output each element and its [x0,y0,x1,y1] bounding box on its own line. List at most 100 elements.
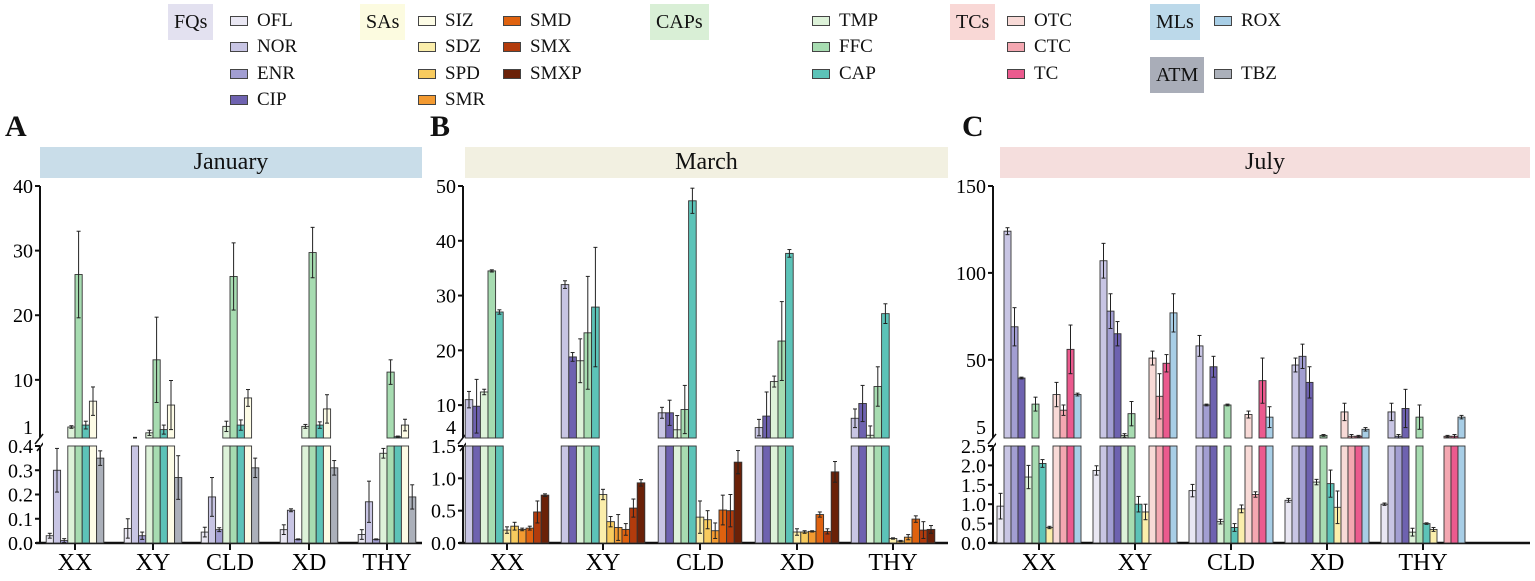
bar-nor-thy [850,445,860,544]
legend-item-nor: NOR [230,36,297,58]
legend-swatch [812,42,830,52]
legend-group-tcs: TCs [950,4,996,40]
bar-rox-xx [1073,445,1082,544]
bar-rox-xy [1169,445,1178,544]
bar-tc-cld [1258,445,1267,544]
y-tick-label: 20 [436,340,456,362]
legend-swatch [230,69,248,79]
bar-upper-tmp-xd [769,381,779,439]
bar-upper-nor-xd [1291,364,1300,439]
legend-label: SDZ [445,36,481,57]
y-tick-label: 2.0 [961,455,986,477]
legend-label: ENR [257,63,295,84]
bar-ffc-thy [1415,445,1424,544]
bar-tc-xd [1354,445,1363,544]
bar-ffc-xy [152,445,161,544]
bar-ffc-cld [1223,445,1232,544]
x-tick-label: XY [1118,550,1153,576]
bar-upper-tmp-xx [479,391,489,439]
bar-ffc-xy [583,445,593,544]
legend-label: CAP [839,63,876,84]
bar-upper-nor-xy [1099,260,1108,439]
y-tick-label: 1.5 [961,475,986,497]
panel-title: July [1000,147,1530,178]
bar-cap-thy [1422,523,1431,544]
legend-label: CIP [257,89,287,110]
bar-ctc-xd [1347,445,1356,544]
bar-nor-xy [130,445,140,544]
legend-swatch [1214,16,1232,26]
y-tick-label: 1 [23,417,33,439]
bar-siz-xy [166,445,176,544]
legend-swatch [230,95,248,105]
x-tick-label: THY [1398,550,1447,576]
bar-rox-cld [1265,445,1274,544]
bar-tmp-xd [301,445,310,544]
legend-item-enr: ENR [230,63,295,85]
bar-upper-cip-xx [1017,377,1026,439]
bar-cap-xx [81,445,90,544]
legend-item-cip: CIP [230,89,287,111]
bar-enr-xx [1010,445,1019,544]
bar-cap-xx [1038,463,1047,544]
bar-otc-xx [1052,445,1061,544]
x-tick-label: CLD [206,550,254,576]
y-tick-label: 5 [976,417,986,439]
bar-siz-thy [400,445,410,544]
x-tick-label: THY [868,550,917,576]
bar-cip-cld [665,445,674,544]
bar-upper-ffc-xd [308,252,317,439]
bar-cip-xx [1017,445,1026,544]
bar-cap-cld [236,445,245,544]
legend-group-fqs: FQs [168,4,214,40]
legend-label: SMX [530,36,572,57]
legend-swatch [1007,16,1025,26]
bar-sdz-xy [598,494,608,544]
legend-item-tmp: TMP [812,10,878,32]
legend-label: SPD [445,63,480,84]
bar-nor-thy [1387,445,1396,544]
bar-tmp-cld [672,445,682,544]
legend-item-ofl: OFL [230,10,293,32]
bar-nor-cld [1195,445,1204,544]
y-tick-label: 1.0 [961,494,986,516]
bar-smr-xd [807,530,817,544]
y-tick-label: 0.0 [961,533,986,555]
bar-siz-xd [322,445,332,544]
y-tick-label: 0.5 [961,514,986,536]
legend-swatch [418,69,436,79]
bar-cap-xx [495,445,504,544]
bar-tmp-xd [769,445,779,544]
y-tick-label: 1.0 [431,468,456,490]
legend-label: NOR [257,36,298,57]
legend-item-smr: SMR [418,89,485,111]
bar-upper-tc-xy [1162,362,1171,439]
bar-cap-cld [688,445,697,544]
bar-smxp-xx [540,494,550,544]
legend-item-smxp: SMXP [503,63,582,85]
legend-label: TMP [839,10,879,31]
bar-ffc-thy [873,445,883,544]
bar-cip-xy [568,445,577,544]
legend-label: SMXP [530,63,582,84]
bar-tmp-cld [1216,521,1225,544]
y-tick-label: 40 [436,231,456,253]
bar-cap-xy [159,445,168,544]
bar-enr-xy [1106,445,1115,544]
axis-break-mark [34,433,44,445]
bar-upper-otc-xy [1148,357,1157,439]
y-tick-label: 4 [446,417,456,439]
bar-otc-cld [1244,445,1253,544]
bar-tmp-xx [479,445,489,544]
panel-label: A [5,110,27,143]
bar-tmp-xx [67,445,76,544]
x-tick-label: CLD [1207,550,1255,576]
bar-tmp-xy [1120,445,1129,544]
y-tick-label: 30 [13,241,33,263]
bar-nor-cld [657,445,667,544]
legend-label: FFC [839,36,873,57]
axis-break-mark [457,433,467,445]
bar-nor-xy [1099,445,1108,544]
bar-ofl-cld [1188,490,1197,544]
bar-ffc-xx [1031,445,1040,544]
